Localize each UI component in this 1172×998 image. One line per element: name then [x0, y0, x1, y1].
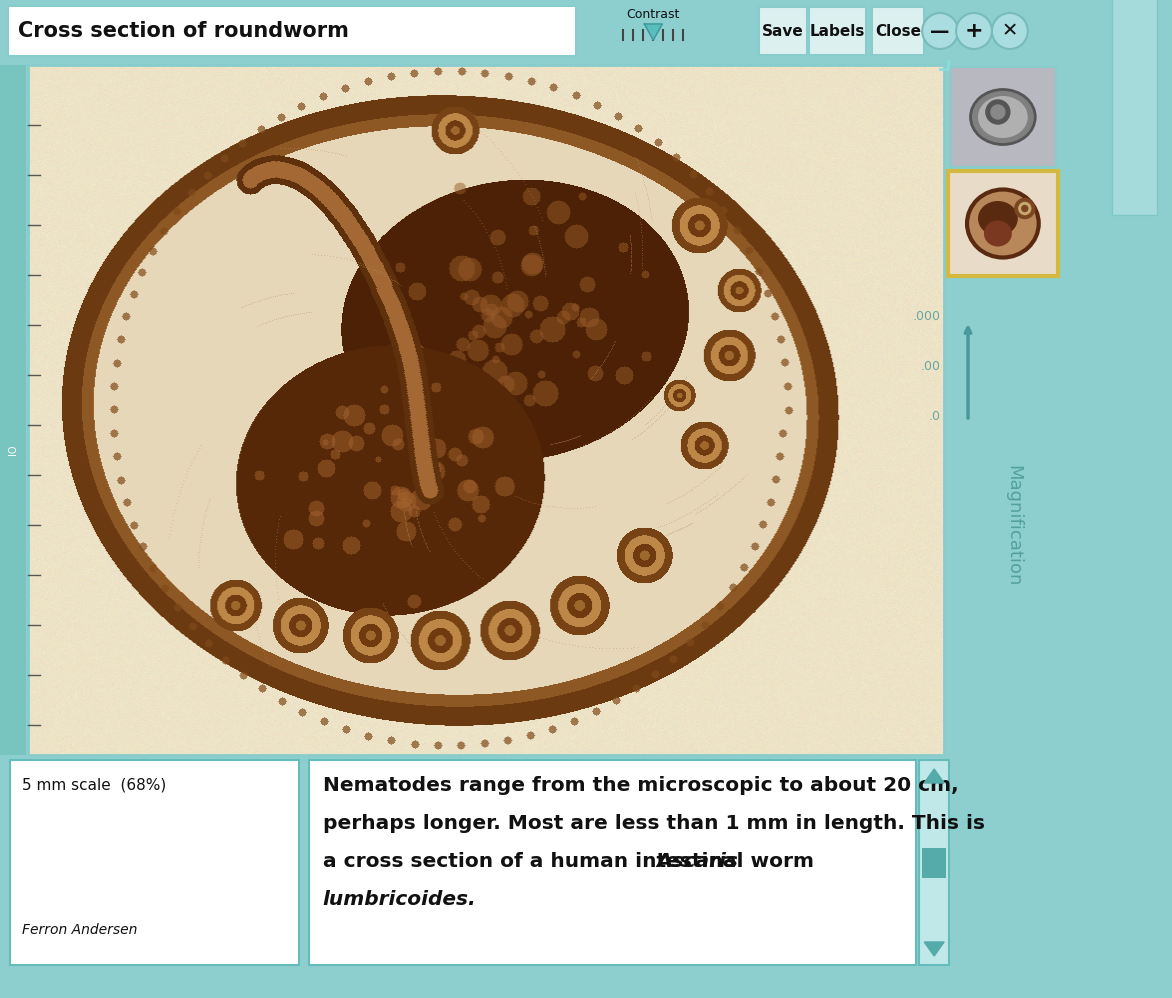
- Bar: [950, 67, 1056, 167]
- Bar: [919, 760, 949, 965]
- Text: a cross section of a human intestinal worm: a cross section of a human intestinal wo…: [322, 852, 820, 871]
- Polygon shape: [925, 769, 945, 783]
- Circle shape: [990, 105, 1004, 119]
- Bar: [759, 7, 806, 55]
- Text: .000: .000: [912, 309, 940, 322]
- Ellipse shape: [967, 190, 1038, 257]
- Text: Cross section of roundworm: Cross section of roundworm: [18, 21, 349, 41]
- Text: Nematodes range from the microscopic to about 20 cm,: Nematodes range from the microscopic to …: [322, 776, 959, 795]
- Polygon shape: [925, 942, 945, 956]
- Bar: [948, 171, 1057, 276]
- Circle shape: [1022, 206, 1028, 212]
- Text: Save: Save: [762, 24, 804, 39]
- Text: +: +: [965, 21, 983, 41]
- Circle shape: [922, 13, 958, 49]
- Circle shape: [992, 13, 1028, 49]
- Text: .00: .00: [920, 359, 940, 372]
- Bar: [1112, 0, 1157, 215]
- Text: Labels: Labels: [810, 24, 865, 39]
- Bar: [0, 0, 1167, 62]
- Bar: [308, 760, 917, 965]
- Text: 5 mm scale  (68%): 5 mm scale (68%): [22, 778, 166, 793]
- Text: IO: IO: [8, 445, 18, 455]
- Bar: [28, 65, 945, 755]
- Text: —: —: [931, 22, 949, 41]
- Bar: [922, 848, 946, 878]
- Text: Contrast: Contrast: [627, 8, 680, 21]
- Text: Ferron Andersen: Ferron Andersen: [22, 923, 137, 937]
- Circle shape: [1015, 199, 1035, 219]
- Text: ✕: ✕: [1002, 22, 1018, 41]
- Bar: [9, 760, 299, 965]
- Bar: [28, 65, 945, 755]
- Ellipse shape: [984, 221, 1011, 247]
- Polygon shape: [645, 24, 662, 40]
- Circle shape: [956, 13, 992, 49]
- Ellipse shape: [970, 90, 1035, 145]
- Text: perhaps longer. Most are less than 1 mm in length. This is: perhaps longer. Most are less than 1 mm …: [322, 814, 984, 833]
- Text: .0: .0: [928, 409, 940, 422]
- Circle shape: [986, 100, 1010, 124]
- Bar: [8, 6, 575, 56]
- Bar: [809, 7, 866, 55]
- Bar: [0, 65, 26, 755]
- Circle shape: [1018, 203, 1030, 215]
- Text: Ascaris: Ascaris: [656, 852, 738, 871]
- Bar: [872, 7, 925, 55]
- Text: Magnification: Magnification: [1004, 465, 1022, 587]
- Text: lumbricoides.: lumbricoides.: [322, 890, 476, 909]
- Ellipse shape: [977, 96, 1028, 138]
- Ellipse shape: [977, 201, 1017, 236]
- Text: Close: Close: [875, 24, 921, 39]
